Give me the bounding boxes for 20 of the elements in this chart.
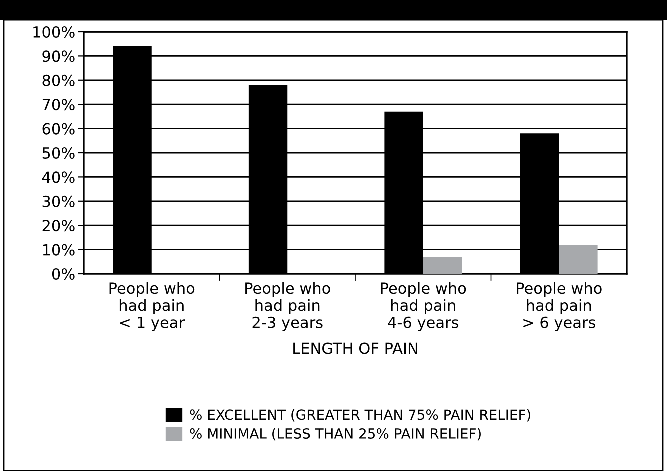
y-tick-label: 100% [34, 26, 75, 38]
y-tick-label: 30% [42, 196, 75, 208]
y-tick-label: 20% [42, 220, 75, 232]
x-axis-title: LENGTH OF PAIN [294, 342, 418, 354]
y-tick-label: 80% [42, 74, 75, 86]
x-tick-label: People who had pain < 1 year [110, 282, 195, 332]
y-tick-label: 60% [42, 123, 75, 135]
bar [423, 257, 462, 274]
x-tick-label: People who had pain 2-3 years [246, 282, 330, 332]
y-tick-label: 40% [42, 172, 75, 184]
x-tick-label: People who had pain 4-6 years [381, 282, 466, 332]
y-tick-label: 0% [52, 268, 75, 280]
x-tick-label: People who had pain > 6 years [517, 282, 602, 332]
y-tick-label: 70% [42, 99, 75, 111]
legend-label: % MINIMAL (LESS THAN 25% PAIN RELIEF) [190, 428, 481, 441]
y-tick-label: 90% [42, 50, 75, 62]
legend-label: % EXCELLENT (GREATER THAN 75% PAIN RELIEF) [190, 409, 530, 422]
y-tick-label: 10% [43, 244, 75, 256]
y-tick-label: 50% [42, 147, 75, 160]
bar [559, 244, 598, 274]
